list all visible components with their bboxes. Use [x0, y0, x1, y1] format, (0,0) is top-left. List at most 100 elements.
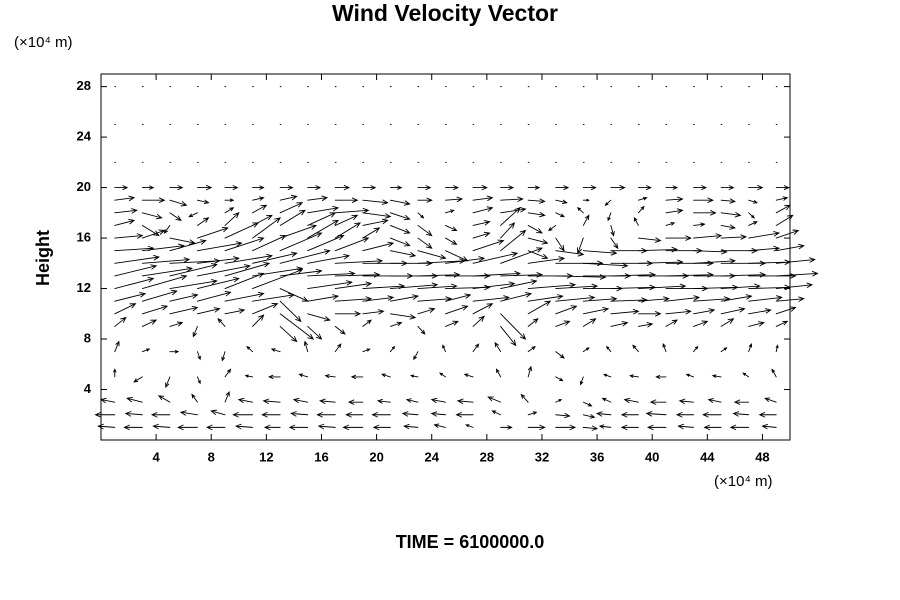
wind-vector — [417, 237, 433, 249]
x-tick-label: 20 — [369, 449, 383, 464]
wind-vector — [775, 320, 789, 327]
wind-vector — [389, 321, 403, 327]
wind-vector — [472, 315, 485, 327]
wind-vector — [197, 307, 221, 315]
wind-vector — [141, 185, 155, 190]
wind-vector — [693, 222, 706, 227]
wind-vector — [633, 216, 639, 226]
wind-vector — [141, 319, 158, 327]
wind-vector — [244, 374, 254, 378]
wind-vector — [610, 184, 626, 191]
wind-vector — [169, 258, 221, 264]
wind-vector — [307, 253, 351, 264]
wind-vector — [500, 207, 527, 214]
wind-vector — [445, 237, 458, 245]
wind-vector — [252, 268, 304, 290]
x-tick-label: 16 — [314, 449, 328, 464]
wind-vector — [582, 414, 596, 419]
wind-vector — [748, 308, 772, 315]
wind-vector — [389, 282, 439, 290]
wind-vector — [748, 199, 758, 204]
wind-vector — [307, 195, 329, 202]
wind-vector — [527, 365, 533, 378]
wind-vector — [316, 412, 336, 418]
x-unit: (×10⁴ m) — [714, 473, 773, 490]
wind-vector — [99, 397, 116, 404]
wind-vector — [555, 376, 564, 382]
wind-vector — [500, 279, 538, 290]
wind-vector — [279, 209, 306, 226]
wind-vector — [177, 424, 198, 431]
wind-vector — [347, 399, 364, 405]
wind-vector — [775, 306, 797, 315]
wind-vector — [527, 237, 549, 245]
wind-vector — [124, 411, 143, 417]
wind-vector — [133, 376, 143, 383]
wind-vector — [445, 196, 464, 203]
wind-vector — [711, 374, 722, 378]
wind-vector — [555, 199, 568, 205]
wind-vector — [472, 206, 494, 214]
wind-vector — [500, 272, 544, 278]
wind-vector — [141, 305, 169, 315]
wind-vector — [604, 199, 612, 206]
wind-vector — [141, 197, 166, 203]
wind-vector — [417, 307, 436, 315]
wind-vector — [417, 258, 466, 264]
wind-vector — [307, 205, 340, 214]
wind-vector — [527, 256, 566, 264]
wind-vector — [720, 234, 747, 240]
wind-vector — [430, 411, 446, 417]
wind-vector — [610, 297, 648, 303]
wind-vector — [324, 374, 336, 379]
wind-vector — [693, 284, 739, 291]
wind-vector — [169, 239, 207, 252]
wind-vector — [417, 325, 426, 335]
wind-vector — [748, 273, 797, 279]
wind-vector — [702, 412, 722, 418]
wind-vector — [141, 229, 166, 239]
wind-vector — [169, 237, 196, 245]
wind-vector — [555, 260, 604, 267]
wind-vector — [317, 423, 336, 430]
wind-vector — [342, 424, 364, 431]
wind-vector — [527, 345, 536, 353]
wind-vector — [748, 295, 783, 302]
wind-vector — [279, 268, 323, 277]
wind-vector — [141, 212, 163, 220]
wind-vector — [576, 207, 584, 214]
wind-vector — [602, 373, 612, 378]
wind-vector — [472, 281, 516, 290]
wind-vector — [307, 280, 353, 290]
wind-vector — [494, 341, 502, 353]
wind-vector — [472, 195, 494, 202]
wind-vector — [252, 266, 304, 277]
wind-vector — [646, 424, 667, 431]
wind-vector — [141, 348, 151, 353]
wind-vector — [114, 255, 160, 264]
wind-vector — [472, 184, 488, 191]
wind-vector — [307, 313, 331, 322]
wind-vector — [409, 374, 419, 378]
wind-vector — [114, 233, 144, 239]
wind-vector — [197, 217, 210, 226]
wind-vector — [362, 319, 372, 327]
wind-vector — [169, 293, 199, 302]
wind-vector — [362, 199, 389, 205]
wind-vector — [456, 398, 474, 404]
wind-vector — [445, 293, 472, 302]
wind-vector — [720, 212, 742, 218]
x-tick-label: 8 — [208, 449, 215, 464]
wind-vector — [334, 281, 373, 290]
wind-vector — [595, 411, 612, 417]
wind-vector — [720, 198, 736, 204]
wind-vector — [197, 277, 240, 290]
wind-vector — [417, 224, 433, 237]
wind-vector — [775, 185, 790, 190]
wind-vector — [334, 184, 351, 191]
wind-vector — [197, 291, 232, 302]
y-tick-label: 24 — [77, 129, 92, 144]
x-tick-label: 32 — [535, 449, 549, 464]
wind-vector — [582, 262, 629, 269]
wind-vector — [649, 399, 667, 405]
